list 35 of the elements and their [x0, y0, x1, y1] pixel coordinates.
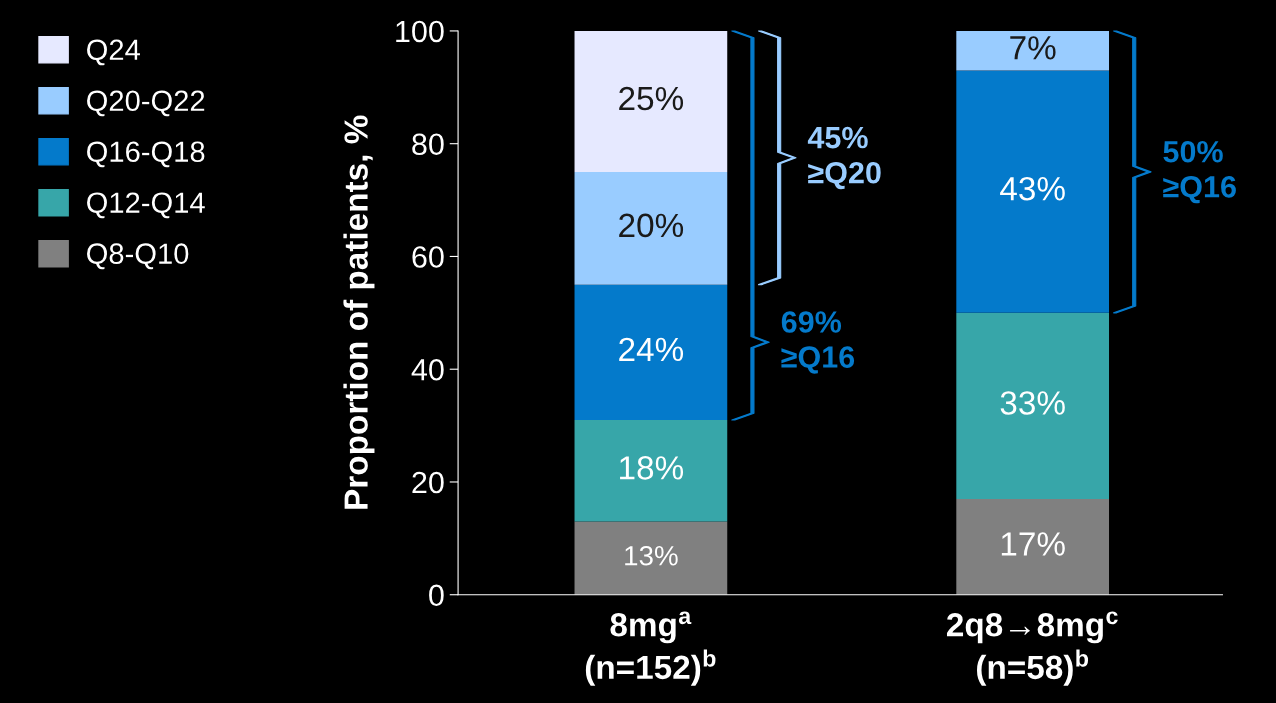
data-label: 33%	[1000, 391, 1065, 415]
data-label: 20%	[619, 213, 684, 238]
bar	[574, 30, 728, 172]
data-label: 17%	[1001, 532, 1065, 556]
data-label: 7%	[1010, 36, 1056, 60]
data-label: 43%	[1000, 176, 1065, 201]
y-axis-title: Proportion of patients, %	[343, 115, 375, 509]
y-tick-label: 60	[412, 246, 444, 268]
data-label: 24%	[619, 337, 684, 362]
data-label: 13%	[625, 545, 678, 566]
bar	[956, 70, 1110, 313]
y-tick-label: 20	[412, 471, 444, 494]
bar	[574, 419, 728, 522]
data-label: 18%	[620, 456, 684, 480]
data-label: 25%	[619, 86, 684, 111]
category-label: 2q8→8mg$^{c}$ (n=58)$^{b}$	[946, 611, 1118, 686]
legend-label: Q20-Q22	[87, 90, 205, 117]
y-tick-label: 0	[429, 584, 444, 607]
y-tick-label: 80	[412, 133, 444, 156]
legend-label: Q16-Q18	[87, 141, 205, 168]
bar	[956, 312, 1110, 499]
bar	[956, 498, 1110, 595]
category-label: 8mg$^{a}$ (n=152)$^{b}$	[585, 611, 716, 686]
legend-label: Q12-Q14	[87, 192, 205, 219]
y-tick-label: 40	[411, 358, 444, 381]
annotation: 50% ≥Q16	[1163, 140, 1236, 204]
y-tick-label: 100	[396, 20, 444, 43]
bar	[956, 30, 1110, 71]
annotation: 45% ≥Q20	[807, 126, 881, 190]
legend-label: Q8-Q10	[87, 243, 189, 270]
legend-label: Q24	[87, 39, 140, 66]
bar	[574, 171, 728, 285]
annotation: 69% ≥Q16	[781, 311, 855, 374]
bar	[574, 284, 728, 420]
bar	[574, 521, 728, 595]
